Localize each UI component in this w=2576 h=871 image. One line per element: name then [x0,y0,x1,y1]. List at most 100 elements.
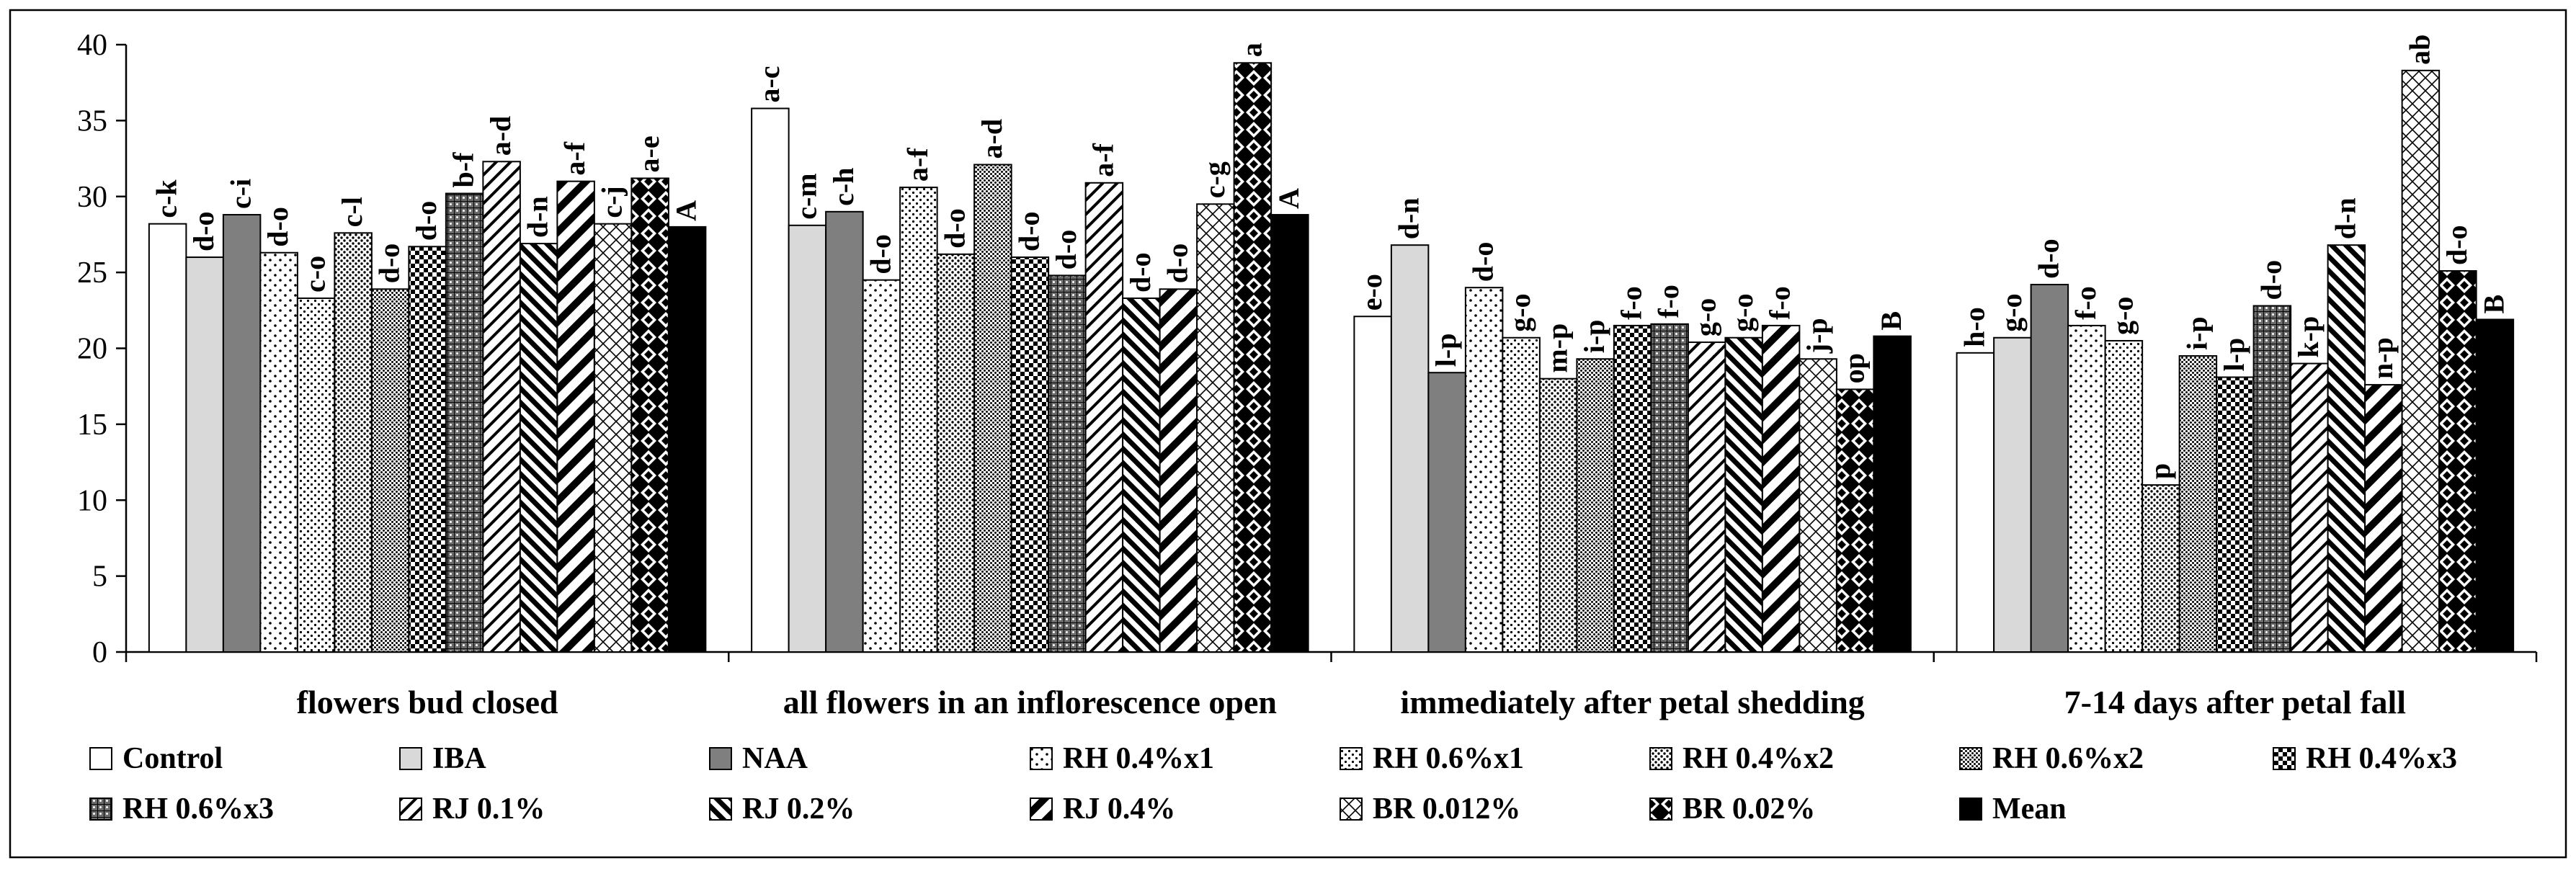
data-label: d-o [1124,252,1156,292]
data-label: d-o [373,244,406,284]
data-label: d-o [410,201,442,241]
legend-label: BR 0.02% [1683,792,1815,826]
bar-br-0-012--4 [2401,69,2441,653]
bar-rh-0-4-x1-2 [862,279,901,653]
data-label: i-p [2180,316,2213,350]
legend-label: RJ 0.4% [1063,792,1175,826]
legend-label: Control [122,742,223,775]
bar-iba-2 [788,224,827,653]
data-label: d-o [938,208,971,249]
bar-rj-0-4--2 [1159,288,1198,653]
bar-br-0-012--3 [1799,358,1837,653]
y-tick-label: 35 [77,104,107,138]
data-label: a-c [753,66,785,102]
bar-naa-2 [825,210,864,653]
bar-rj-0-1--3 [1687,341,1726,653]
data-label: f-o [1764,286,1796,320]
bar-rh-0-4-x1-1 [259,251,298,653]
data-label: d-o [1012,211,1045,251]
data-label: a-f [901,148,934,182]
data-label: d-o [864,234,896,274]
data-label: c-h [827,167,860,205]
data-label: f-o [1615,286,1648,320]
data-label: d-o [2441,225,2473,265]
legend-swatch [1340,798,1363,821]
bar-rj-0-2--2 [1122,297,1161,653]
data-label: k-p [2292,316,2325,358]
legend-swatch [89,798,112,821]
y-tick-label: 30 [77,181,107,214]
data-label: A [1273,188,1305,209]
legend-label: RH 0.6%x3 [122,792,274,826]
legend-swatch [1959,798,1982,821]
data-label: l-p [2218,338,2250,372]
bar-rj-0-4--3 [1761,324,1801,653]
data-label: m-p [1541,323,1574,373]
bar-rj-0-1--1 [482,161,521,653]
bar-rh-0-4-x3-1 [408,246,447,653]
legend-swatch [399,798,422,821]
data-label: g-o [2106,297,2139,335]
bar-iba-1 [185,256,224,653]
bar-rh-0-6-x1-3 [1502,336,1541,653]
data-label: n-p [2366,337,2399,379]
bar-rh-0-6-x1-1 [296,297,336,653]
data-label: c-j [596,186,628,218]
bar-rj-0-2--4 [2327,244,2366,653]
legend-swatch [1030,798,1053,821]
bar-rh-0-6-x3-1 [445,192,484,653]
bar-rj-0-1--2 [1084,182,1124,653]
data-label: d-o [1467,242,1499,282]
bar-rh-0-4-x3-2 [1010,256,1050,653]
legend-label: RH 0.6%x2 [1992,742,2144,775]
y-tick-label: 25 [77,256,107,290]
bar-mean-3 [1873,335,1912,653]
bar-rj-0-2--1 [519,243,558,653]
legend-swatch [1340,747,1363,770]
bar-rh-0-4-x3-3 [1613,324,1652,653]
data-label: a-d [976,119,1008,159]
bar-rj-0-2--3 [1724,336,1763,653]
legend-swatch [2273,747,2296,770]
bar-iba-3 [1390,244,1430,653]
bar-rh-0-4-x2-1 [334,232,373,653]
data-label: d-o [1050,230,1082,270]
data-label: c-l [336,197,368,227]
data-label: A [670,200,703,221]
data-label: c-g [1198,161,1231,198]
data-label: a-f [558,141,591,175]
bar-mean-4 [2475,318,2515,653]
data-label: f-o [1652,285,1685,318]
data-label: d-o [262,207,294,247]
y-tick-label: 5 [92,560,107,594]
bar-iba-4 [1993,336,2032,653]
legend-label: RJ 0.1% [432,792,545,826]
data-label: i-p [1578,320,1610,354]
bar-rh-0-6-x3-3 [1650,323,1689,653]
legend-label: RJ 0.2% [742,792,855,826]
bar-br-0-02--2 [1233,62,1273,653]
bar-control-3 [1353,316,1392,653]
bar-rj-0-1--4 [2290,362,2329,653]
bar-br-0-02--1 [630,177,669,653]
legend-swatch [1649,798,1672,821]
bar-naa-1 [222,214,262,653]
bar-br-0-02--3 [1835,388,1875,653]
data-label: g-o [1690,298,1722,336]
bar-rh-0-6-x2-3 [1576,358,1615,653]
legend-label: NAA [742,742,808,775]
bar-mean-2 [1270,214,1309,653]
legend-swatch [709,747,732,770]
category-label: all flowers in an inflorescence open [783,684,1277,720]
data-label: a [1235,43,1267,57]
data-label: d-o [2255,260,2287,300]
legend-label: Mean [1992,792,2067,826]
y-tick-label: 15 [77,408,107,442]
bar-rh-0-4-x2-4 [2142,484,2180,653]
data-label: B [1875,311,1907,331]
data-label: e-o [1355,274,1388,311]
data-label: c-o [299,256,331,292]
bar-rh-0-4-x2-2 [936,253,976,653]
bar-rh-0-6-x3-4 [2252,305,2292,653]
